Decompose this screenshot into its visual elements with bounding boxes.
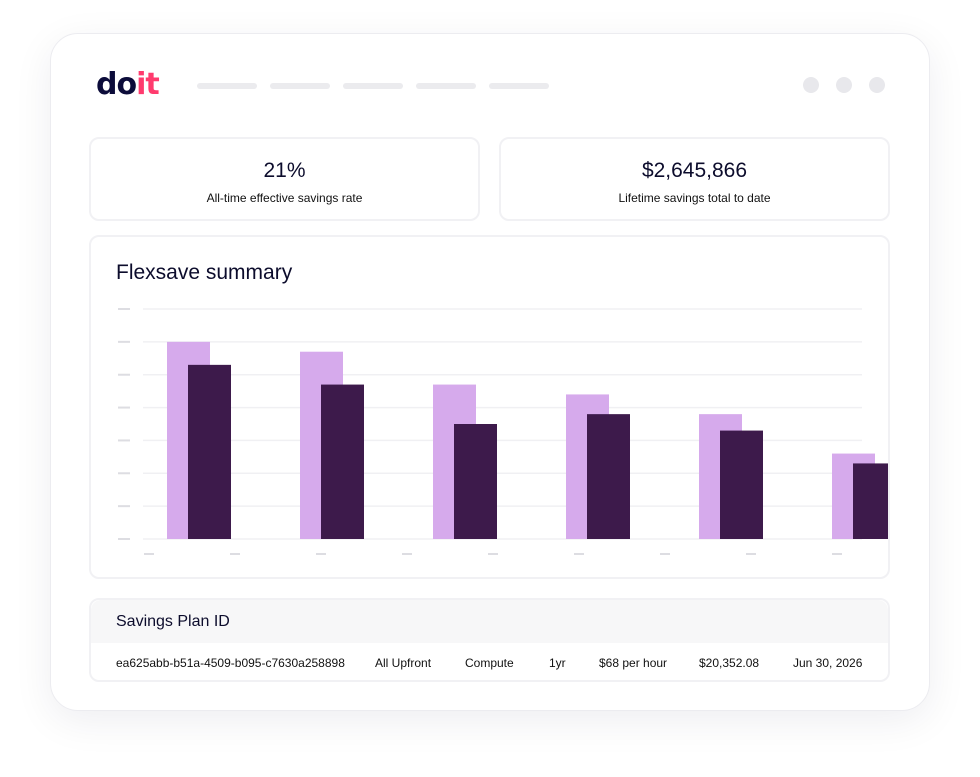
end-date-cell: Jun 30, 2026 [793,656,863,670]
window-control-dot[interactable] [803,77,819,93]
bar-series-2-5 [720,430,763,539]
logo-do: do [96,67,137,102]
savings-plan-id-header: Savings Plan ID [116,613,230,630]
bar-series-2-1 [188,364,231,539]
term-cell: 1yr [549,656,566,670]
bar-series-2-6 [853,463,888,539]
payment-option-cell: All Upfront [375,656,432,670]
lifetime-savings-card: $2,645,866 Lifetime savings total to dat… [499,137,890,221]
nav-placeholder-5[interactable] [489,83,549,89]
nav-placeholder-4[interactable] [416,83,476,89]
nav-placeholder-3[interactable] [343,83,403,89]
flexsave-bar-chart [118,308,888,555]
table-header: Savings Plan ID [91,600,888,643]
commitment-cell: $68 per hour [599,656,668,670]
lifetime-savings-value: $2,645,866 [641,159,748,182]
app-window: doit 21% All-time effective savings rate… [50,33,930,711]
savings-plan-table: Savings Plan ID ea625abb-b51a-4509-b095-… [89,598,890,682]
plan-type-cell: Compute [465,656,514,670]
window-control-dot[interactable] [836,77,852,93]
bar-series-2-4 [587,414,630,539]
savings-rate-card: 21% All-time effective savings rate [89,137,480,221]
savings-rate-value: 21% [263,159,306,182]
doit-logo[interactable]: doit [96,67,160,102]
lifetime-savings-label: Lifetime savings total to date [618,191,771,205]
nav-placeholder-2[interactable] [270,83,330,89]
plan-id-cell[interactable]: ea625abb-b51a-4509-b095-c7630a258898 [116,656,345,670]
nav-placeholder-1[interactable] [197,83,257,89]
savings-amount-cell: $20,352.08 [699,656,760,670]
logo-it: it [136,67,160,102]
bar-series-2-3 [454,424,497,539]
savings-rate-label: All-time effective savings rate [206,191,363,205]
window-control-dot[interactable] [869,77,885,93]
flexsave-summary-card: Flexsave summary [89,235,890,579]
chart-title: Flexsave summary [116,261,293,284]
bar-series-2-2 [321,384,364,539]
